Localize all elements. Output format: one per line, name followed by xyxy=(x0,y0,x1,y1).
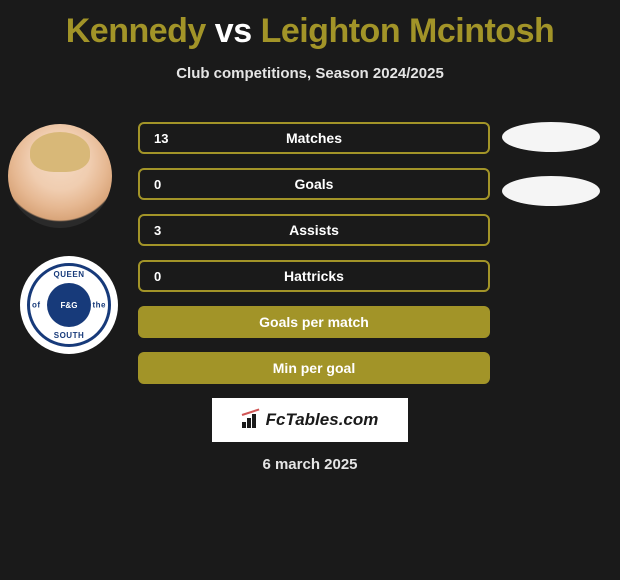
badge-text-top: QUEEN xyxy=(54,270,85,279)
player1-avatar xyxy=(8,124,112,228)
stat-label: Min per goal xyxy=(140,360,488,376)
subtitle: Club competitions, Season 2024/2025 xyxy=(0,65,620,82)
stats-container: 13 Matches 0 Goals 3 Assists 0 Hattricks… xyxy=(138,122,490,398)
stat-row-assists: 3 Assists xyxy=(138,214,490,246)
vs-label: vs xyxy=(215,12,252,50)
date-label: 6 march 2025 xyxy=(0,456,620,473)
stat-value-left: 0 xyxy=(154,269,161,284)
stat-value-left: 13 xyxy=(154,131,168,146)
stat-value-left: 3 xyxy=(154,223,161,238)
stat-label: Matches xyxy=(140,130,488,146)
stat-label: Hattricks xyxy=(140,268,488,284)
stat-row-matches: 13 Matches xyxy=(138,122,490,154)
badge-core: F&G xyxy=(47,283,91,327)
fctables-logo-icon xyxy=(242,412,262,428)
player2-marker-2 xyxy=(502,176,600,206)
stat-row-goals: 0 Goals xyxy=(138,168,490,200)
stat-row-min-per-goal: Min per goal xyxy=(138,352,490,384)
stat-label: Assists xyxy=(140,222,488,238)
club-badge: QUEEN of the SOUTH F&G xyxy=(20,256,118,354)
stat-label: Goals xyxy=(140,176,488,192)
club-badge-ring: QUEEN of the SOUTH F&G xyxy=(27,263,111,347)
brand-text: FcTables.com xyxy=(266,410,379,430)
comparison-title: Kennedy vs Leighton Mcintosh xyxy=(0,0,620,51)
stat-row-goals-per-match: Goals per match xyxy=(138,306,490,338)
player1-name: Kennedy xyxy=(66,12,206,50)
badge-text-right: the xyxy=(93,301,107,310)
badge-text-bottom: SOUTH xyxy=(54,331,85,340)
stat-label: Goals per match xyxy=(140,314,488,330)
brand-footer[interactable]: FcTables.com xyxy=(212,398,408,442)
stat-value-left: 0 xyxy=(154,177,161,192)
player2-marker-1 xyxy=(502,122,600,152)
player2-name: Leighton Mcintosh xyxy=(261,12,555,50)
badge-text-left: of xyxy=(32,301,41,310)
stat-row-hattricks: 0 Hattricks xyxy=(138,260,490,292)
